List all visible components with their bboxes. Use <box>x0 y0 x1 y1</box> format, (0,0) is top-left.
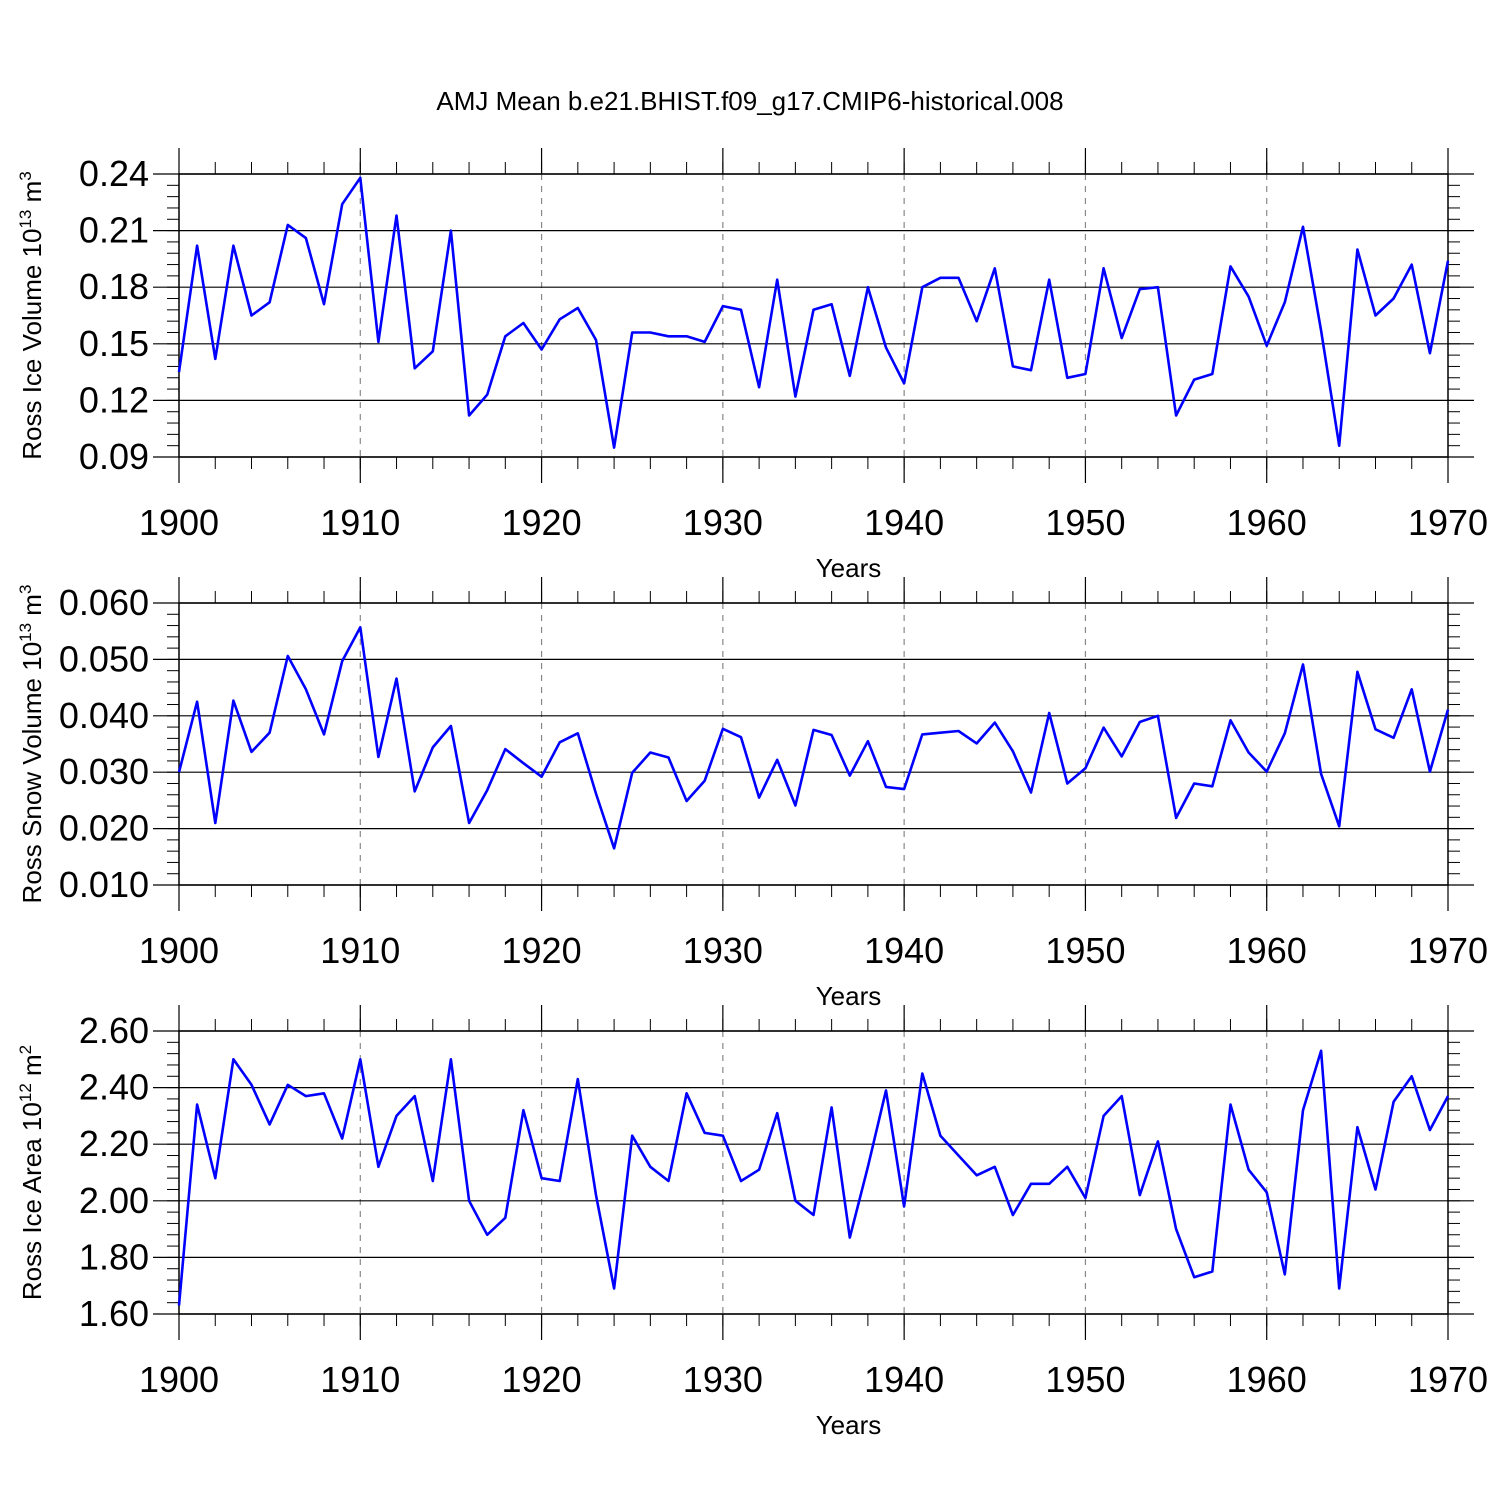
y-tick-label: 2.40 <box>79 1067 149 1108</box>
x-axis-title: Years <box>816 553 882 583</box>
x-tick-label: 1940 <box>864 502 944 543</box>
x-tick-label: 1950 <box>1045 1359 1125 1400</box>
x-tick-label: 1970 <box>1408 930 1488 971</box>
x-tick-label: 1930 <box>683 930 763 971</box>
y-axis-title: Ross Ice Area 1012 m2 <box>16 1045 47 1300</box>
x-axis-title: Years <box>816 1410 882 1440</box>
x-tick-label: 1940 <box>864 930 944 971</box>
x-tick-label: 1970 <box>1408 502 1488 543</box>
y-tick-label: 0.09 <box>79 436 149 477</box>
x-tick-label: 1950 <box>1045 930 1125 971</box>
x-tick-label: 1900 <box>139 930 219 971</box>
y-tick-label: 2.00 <box>79 1180 149 1221</box>
series-line <box>177 1049 1450 1306</box>
plot-frame <box>178 602 1449 886</box>
y-tick-label: 0.15 <box>79 323 149 364</box>
y-tick-label: 0.030 <box>59 751 149 792</box>
y-tick-label: 1.80 <box>79 1236 149 1277</box>
y-tick-label: 0.21 <box>79 210 149 251</box>
y-tick-label: 0.050 <box>59 638 149 679</box>
x-tick-label: 1930 <box>683 502 763 543</box>
x-tick-label: 1910 <box>320 1359 400 1400</box>
figure-title: AMJ Mean b.e21.BHIST.f09_g17.CMIP6-histo… <box>436 86 1063 116</box>
series-line <box>177 625 1450 850</box>
x-tick-label: 1910 <box>320 930 400 971</box>
x-tick-label: 1900 <box>139 502 219 543</box>
y-tick-label: 2.60 <box>79 1010 149 1051</box>
x-axis-title: Years <box>816 981 882 1011</box>
x-tick-label: 1950 <box>1045 502 1125 543</box>
y-tick-label: 0.18 <box>79 266 149 307</box>
plot-frame <box>178 1030 1449 1315</box>
y-tick-label: 0.010 <box>59 864 149 905</box>
x-tick-label: 1910 <box>320 502 400 543</box>
panel-2: 0.010 0.020 0.030 0.040 0.050 0.060 1900 1910 19… <box>16 577 1488 1011</box>
x-tick-label: 1960 <box>1227 502 1307 543</box>
series-line <box>177 176 1450 449</box>
y-tick-label: 0.24 <box>79 153 149 194</box>
x-tick-label: 1960 <box>1227 1359 1307 1400</box>
y-tick-label: 0.12 <box>79 379 149 420</box>
y-tick-label: 2.20 <box>79 1123 149 1164</box>
x-tick-label: 1940 <box>864 1359 944 1400</box>
y-axis-title: Ross Ice Volume 1013 m3 <box>16 171 47 460</box>
y-tick-label: 0.060 <box>59 582 149 623</box>
x-tick-label: 1960 <box>1227 930 1307 971</box>
panel-3: 1.60 1.80 2.00 2.20 2.40 2.60 1900 1910 1920 1930… <box>16 1005 1488 1440</box>
x-tick-label: 1920 <box>502 1359 582 1400</box>
y-tick-label: 0.040 <box>59 695 149 736</box>
x-tick-label: 1900 <box>139 1359 219 1400</box>
x-tick-label: 1920 <box>502 930 582 971</box>
panel-1: 0.09 0.12 0.15 0.18 0.21 0.24 1900 1910 1920 1930… <box>16 148 1488 583</box>
x-tick-label: 1930 <box>683 1359 763 1400</box>
y-tick-label: 0.020 <box>59 808 149 849</box>
y-tick-label: 1.60 <box>79 1293 149 1334</box>
y-axis-title: Ross Snow Volume 1013 m3 <box>16 585 47 904</box>
x-tick-label: 1920 <box>502 502 582 543</box>
x-tick-label: 1970 <box>1408 1359 1488 1400</box>
